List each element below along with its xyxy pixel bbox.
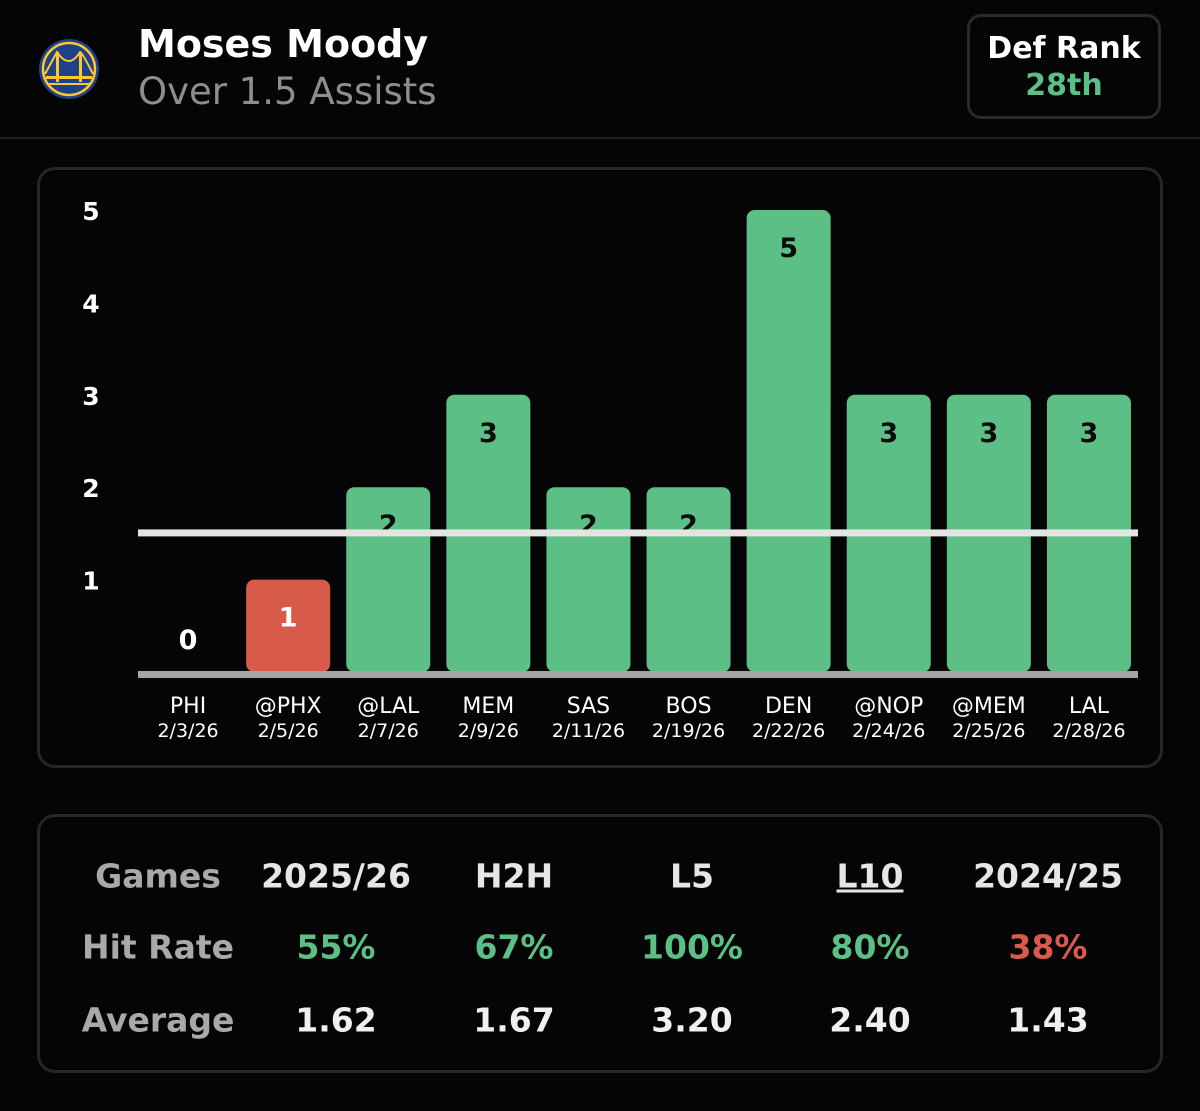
x-tick-date: 2/24/26 [852, 720, 925, 742]
x-tick-label: @LAL [357, 694, 420, 719]
average-value: 1.67 [473, 1000, 555, 1040]
hit-rate-value: 55% [296, 927, 376, 967]
bar-value-label: 3 [879, 418, 898, 449]
def-rank-value: 28th [1025, 68, 1103, 103]
row-label-hit-rate: Hit Rate [81, 927, 235, 967]
x-tick-date: 2/5/26 [258, 720, 319, 742]
y-tick-label: 2 [82, 474, 99, 503]
x-tick-date: 2/22/26 [752, 720, 825, 742]
x-tick-date: 2/9/26 [458, 720, 519, 742]
bar-value-label: 2 [579, 510, 598, 541]
y-tick-label: 5 [82, 197, 99, 226]
tab-2025-26[interactable]: 2025/26 [261, 856, 411, 896]
bar-value-label: 2 [379, 510, 398, 541]
x-tick-label: @PHX [255, 694, 322, 719]
def-rank-label: Def Rank [987, 31, 1141, 66]
bar-value-label: 3 [1080, 418, 1099, 449]
golden-gate-bridge-logo [39, 39, 99, 99]
tab-l5[interactable]: L5 [670, 856, 714, 896]
y-tick-label: 4 [82, 289, 99, 318]
bar-den [746, 210, 831, 672]
bar-value-label: 1 [279, 603, 298, 634]
tab-h2h[interactable]: H2H [474, 856, 554, 896]
x-tick-date: 2/3/26 [157, 720, 218, 742]
row-label-games: Games [95, 856, 221, 896]
x-tick-label: LAL [1069, 694, 1110, 719]
average-value: 1.62 [295, 1000, 377, 1040]
bar-value-label: 5 [779, 233, 798, 264]
hit-rate-value: 80% [830, 927, 910, 967]
x-tick-label: MEM [462, 694, 514, 719]
bar-at-phx [246, 579, 331, 672]
hit-rate-value: 38% [1008, 927, 1088, 967]
x-tick-date: 2/25/26 [952, 720, 1025, 742]
bar-value-label: 0 [179, 625, 198, 656]
tab-2024-25[interactable]: 2024/25 [973, 856, 1123, 896]
y-tick-label: 3 [82, 382, 99, 411]
threshold-line [138, 529, 1138, 537]
x-tick-label: DEN [765, 694, 812, 719]
y-tick-label: 1 [82, 567, 99, 596]
row-label-average: Average [81, 1000, 235, 1040]
header: Moses Moody Over 1.5 Assists Def Rank 28… [0, 0, 1200, 139]
average-value: 2.40 [829, 1000, 911, 1040]
baseline [138, 671, 1138, 678]
stats-card: Games 2025/26 H2H L5 L10 2024/25 Hit Rate 55% 67… [37, 814, 1163, 1073]
prop-line: Over 1.5 Assists [138, 70, 437, 113]
hit-rate-value: 100% [641, 927, 743, 967]
average-value: 1.43 [1007, 1000, 1089, 1040]
x-tick-label: SAS [567, 694, 610, 719]
hit-rate-value: 67% [474, 927, 554, 967]
bar-value-label: 2 [679, 510, 698, 541]
x-tick-date: 2/11/26 [552, 720, 625, 742]
bar-value-label: 3 [479, 418, 498, 449]
x-tick-label: @MEM [952, 694, 1026, 719]
x-tick-date: 2/19/26 [652, 720, 725, 742]
chart-card: 1 2 3 4 5 0 1 2 3 2 2 5 3 3 3 PHI 2/3/26 @PHX 2/5/26 @LAL 2/… [37, 167, 1163, 768]
x-tick-label: PHI [170, 694, 206, 719]
x-tick-date: 2/28/26 [1052, 720, 1125, 742]
tab-l10[interactable]: L10 [836, 856, 904, 896]
player-name: Moses Moody [138, 22, 429, 66]
x-tick-label: BOS [666, 694, 712, 719]
x-tick-date: 2/7/26 [358, 720, 419, 742]
bar-value-label: 3 [979, 418, 998, 449]
def-rank-box[interactable]: Def Rank 28th [967, 14, 1161, 119]
x-tick-label: @NOP [854, 694, 923, 719]
average-value: 3.20 [651, 1000, 733, 1040]
